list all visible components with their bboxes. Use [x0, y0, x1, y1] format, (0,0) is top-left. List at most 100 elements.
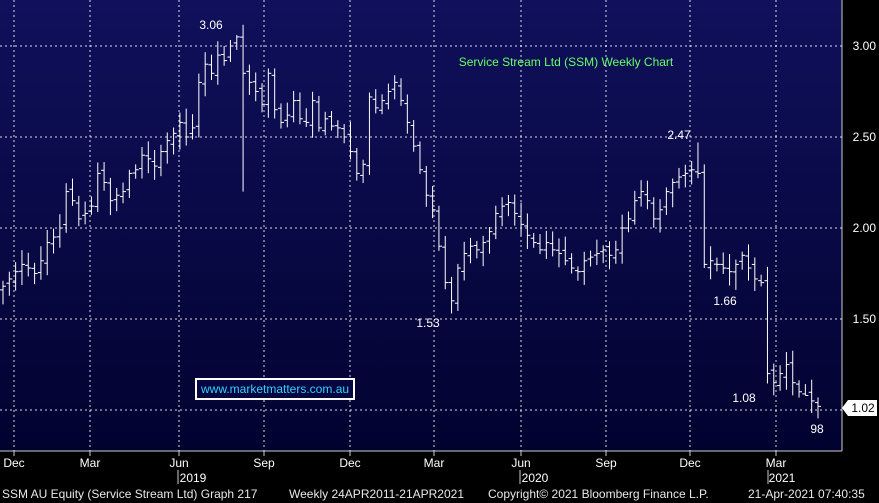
price-bar [132, 164, 139, 179]
price-bar [751, 257, 758, 292]
price-bar [745, 244, 752, 281]
price-bar [145, 141, 152, 174]
price-bar [334, 120, 341, 139]
price-bar [815, 397, 821, 419]
price-bar [227, 40, 234, 62]
price-bar [25, 252, 32, 277]
current-price-label: 1.02 [851, 401, 875, 415]
price-bar [663, 187, 670, 215]
price-bar [63, 183, 70, 233]
price-bar [50, 228, 57, 254]
x-year-label: 2019 [180, 471, 207, 485]
price-bar [499, 197, 506, 227]
price-bar [600, 245, 607, 264]
x-year-label: 2020 [522, 471, 549, 485]
price-bar [252, 72, 259, 102]
y-tick-label: 1.50 [853, 312, 877, 326]
footer-bar: SSM AU Equity (Service Stream Ltd) Graph… [0, 485, 879, 503]
price-bar [657, 199, 664, 233]
price-bar [739, 251, 746, 270]
price-bar [783, 351, 790, 390]
price-bar [429, 185, 436, 219]
price-bar [303, 108, 310, 127]
footer-range: Weekly 24APR2011-21APR2021 [289, 487, 464, 501]
price-bar [189, 114, 196, 140]
price-bar [720, 252, 727, 274]
price-bar [126, 169, 133, 198]
annotations: 3.06 2.47 1.53 1.66 1.08 98 [199, 18, 824, 436]
price-bar [796, 380, 803, 398]
price-bar [69, 178, 76, 206]
price-bar [113, 187, 120, 212]
price-bar [277, 103, 284, 129]
price-bar [808, 379, 815, 413]
price-bar [758, 274, 765, 287]
price-bar [157, 144, 164, 177]
x-month-label: Jun [511, 456, 530, 470]
price-bar [638, 180, 645, 207]
footer-copyright: Copyright© 2021 Bloomberg Finance L.P. [488, 487, 709, 501]
price-bar [138, 146, 145, 179]
price-bar [587, 250, 594, 267]
price-bar [353, 147, 360, 181]
price-bar [423, 165, 430, 207]
x-month-label: Dec [3, 456, 24, 470]
website-link[interactable]: www.marketmatters.com.au [195, 378, 356, 400]
price-bar [461, 241, 468, 281]
price-bar [568, 253, 575, 274]
price-bar [777, 365, 784, 391]
x-month-label: Dec [339, 456, 360, 470]
price-bar [398, 78, 405, 106]
x-year-label: 2021 [769, 471, 796, 485]
price-bar [707, 246, 714, 280]
x-tick-labels: Dec Mar Jun Sep Dec Mar Jun Sep Dec Mar 2019 2020 20… [3, 451, 796, 485]
annotation-label: 98 [810, 422, 824, 436]
price-bar [480, 235, 487, 267]
price-bar [75, 195, 82, 227]
x-month-label: Sep [253, 456, 275, 470]
y-tick-label: 2.00 [853, 221, 877, 235]
price-bar [56, 214, 63, 248]
price-bar [625, 211, 632, 233]
price-bar [151, 149, 158, 180]
price-bar [549, 231, 556, 257]
price-bar [315, 95, 322, 132]
price-bar [789, 350, 796, 396]
price-bar [644, 180, 651, 210]
x-month-label: Sep [595, 456, 617, 470]
price-bar [410, 119, 417, 152]
price-bar [454, 263, 461, 311]
price-bar [562, 236, 569, 266]
price-bar [101, 162, 108, 191]
price-bar [12, 262, 19, 291]
price-bar [448, 276, 455, 314]
price-bar [802, 384, 809, 396]
x-month-label: Mar [80, 456, 101, 470]
price-bar [240, 24, 247, 192]
price-bar [764, 266, 771, 384]
price-bar [555, 238, 562, 268]
price-bar [416, 141, 423, 174]
plot-background [0, 0, 842, 451]
price-bar [606, 241, 613, 270]
annotation-label: 2.47 [667, 128, 691, 142]
price-bar [530, 233, 537, 248]
footer-timestamp: 21-Apr-2021 07:40:35 [748, 487, 865, 501]
x-month-label: Dec [679, 456, 700, 470]
price-bar [309, 91, 316, 138]
price-bar [619, 214, 626, 264]
annotation-label: 1.53 [416, 316, 440, 330]
price-bar [694, 142, 701, 179]
price-bar [650, 197, 657, 228]
price-bars [0, 24, 821, 419]
price-bar [107, 177, 114, 216]
price-bar [631, 190, 638, 225]
annotation-label: 1.08 [732, 391, 756, 405]
price-bar [328, 110, 335, 131]
price-bar [246, 64, 253, 95]
price-bar [593, 239, 600, 265]
price-bar [688, 161, 695, 185]
price-bar [271, 68, 278, 119]
price-bar [518, 202, 525, 237]
y-tick-labels: 1.50 2.00 2.50 3.00 [853, 39, 877, 326]
